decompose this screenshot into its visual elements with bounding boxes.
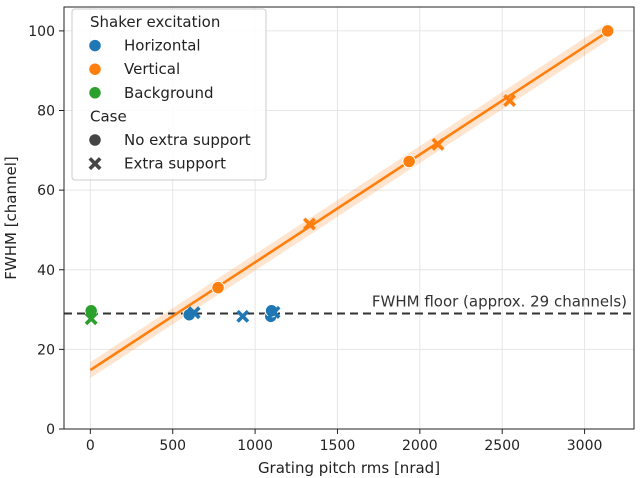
legend-label-background: Background <box>124 84 214 102</box>
point-vertical-extra-support <box>431 137 445 151</box>
x-axis-ticks: 0 500 1000 1500 2000 2500 3000 <box>86 429 603 454</box>
x-marker-stroke <box>503 94 517 108</box>
x-marker-stroke <box>84 312 98 326</box>
plot-frame <box>63 6 635 430</box>
legend-marker-background <box>88 86 102 100</box>
x-marker-stroke <box>88 157 102 171</box>
x-tick-label: 2000 <box>402 438 438 454</box>
x-tick-label: 1500 <box>320 438 356 454</box>
point-vertical-extra-support <box>503 94 517 108</box>
point-horizontal-extra-support <box>236 309 250 323</box>
legend-label-no-extra-support: No extra support <box>124 131 251 149</box>
y-tick-label: 40 <box>37 263 55 279</box>
y-tick-label: 20 <box>37 342 55 358</box>
point-vertical-no-extra-support <box>211 281 225 295</box>
y-axis-ticks: 0 20 40 60 80 100 <box>28 24 64 438</box>
point-horizontal-extra-support <box>267 305 281 319</box>
y-tick-label: 0 <box>46 422 55 438</box>
fit-line <box>89 30 609 372</box>
x-tick-label: 500 <box>159 438 186 454</box>
point-horizontal-extra-support <box>187 306 201 320</box>
y-axis-label: FWHM [channel] <box>2 156 20 280</box>
x-tick-label: 2500 <box>484 438 520 454</box>
legend-title-case: Case <box>90 107 127 125</box>
x-marker-stroke <box>431 137 445 151</box>
point-vertical-no-extra-support <box>402 154 416 169</box>
legend-label-vertical: Vertical <box>124 60 180 78</box>
x-axis-label: Grating pitch rms [nrad] <box>258 459 440 477</box>
legend-label-horizontal: Horizontal <box>124 37 201 55</box>
x-tick-label: 0 <box>86 438 95 454</box>
legend-box <box>71 8 267 181</box>
x-marker-stroke <box>187 306 201 320</box>
legend: Shaker excitation Horizontal Vertical Backg… <box>71 8 267 181</box>
y-tick-label: 100 <box>28 24 55 40</box>
legend-label-extra-support: Extra support <box>124 155 226 173</box>
point-vertical-no-extra-support <box>600 24 615 38</box>
x-marker-stroke <box>302 217 316 231</box>
legend-title-shaker-excitation: Shaker excitation <box>90 13 220 31</box>
fwhm-floor-annotation: FWHM floor (approx. 29 channels) <box>372 293 627 311</box>
y-tick-label: 60 <box>37 183 55 199</box>
y-tick-label: 80 <box>37 104 55 120</box>
data-points <box>84 24 615 326</box>
point-vertical-extra-support <box>302 217 316 231</box>
x-marker-stroke <box>236 309 250 323</box>
point-background-extra-support <box>84 312 98 326</box>
x-tick-label: 3000 <box>567 438 603 454</box>
legend-marker-vertical <box>88 62 102 76</box>
x-marker-stroke <box>267 305 281 319</box>
x-tick-label: 1000 <box>237 438 273 454</box>
legend-marker-horizontal <box>88 38 102 53</box>
legend-marker-no-extra-support <box>88 133 102 147</box>
fit-line-path <box>89 30 609 372</box>
legend-marker-extra-support <box>88 157 102 171</box>
